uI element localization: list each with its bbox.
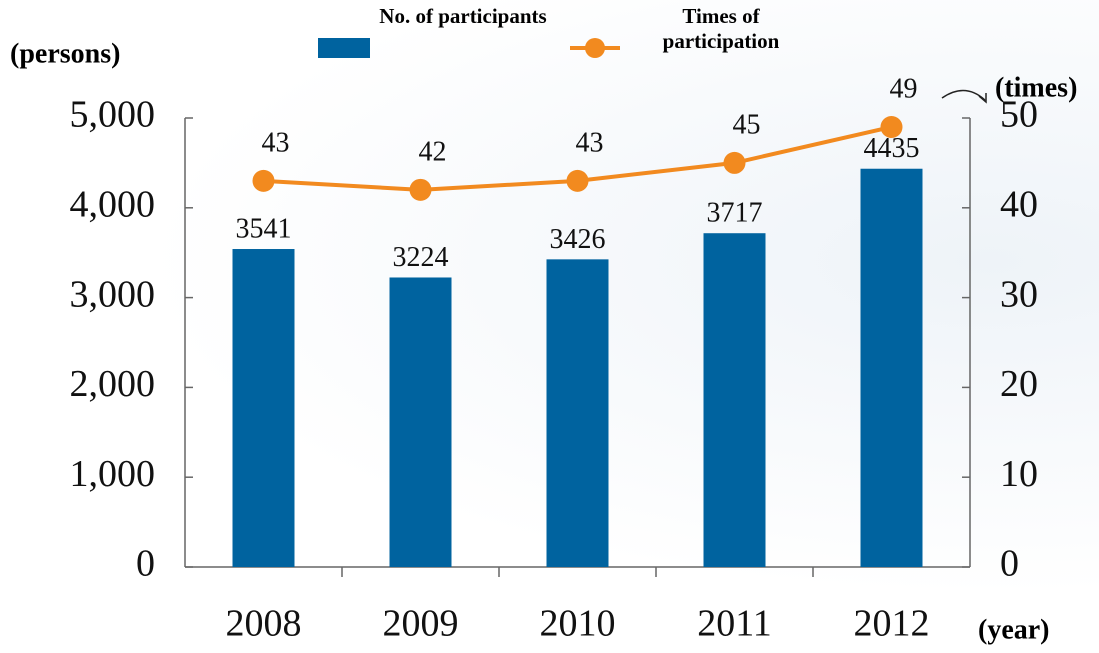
bar-value-label: 3224 [393,242,449,273]
x-tick-label: 2009 [383,603,459,645]
y-axis-label: (persons) [10,38,120,69]
line-marker [880,115,903,138]
line-marker [566,169,589,192]
line-marker [723,151,746,174]
y-tick-label: 2,000 [70,363,156,405]
annotation-arrowhead [978,93,987,104]
x-tick-label: 2011 [697,603,772,645]
annotation-arrow [941,89,986,101]
line-value-label: 45 [733,109,761,140]
y2-axis-label: (times) [995,72,1077,103]
y2-tick-label: 50 [1000,94,1038,136]
line-value-label: 43 [576,127,604,158]
y-tick-label: 3,000 [70,273,156,315]
x-tick-label: 2008 [226,603,302,645]
bar-value-label: 3426 [550,224,606,255]
x-tick-label: 2012 [854,603,930,645]
bar-value-label: 3541 [236,213,292,244]
y2-tick-label: 40 [1000,184,1038,226]
line-marker [252,169,275,192]
y-tick-label: 0 [136,543,155,585]
y2-tick-label: 0 [1000,543,1019,585]
y2-tick-label: 10 [1000,453,1038,495]
bar [546,259,609,567]
bar [860,168,923,567]
bar-value-label: 3717 [707,198,763,229]
y2-tick-label: 30 [1000,273,1038,315]
y-tick-label: 1,000 [70,453,156,495]
y2-tick-label: 20 [1000,363,1038,405]
bar [232,249,295,568]
line-value-label: 42 [419,136,447,167]
line-value-label: 43 [262,127,290,158]
legend-entry: Times of participation [662,4,780,53]
legend-entry: No. of participants [379,4,547,28]
legend-swatch-marker [585,38,605,58]
line-marker [409,178,432,201]
bar [389,277,452,567]
bar-value-label: 4435 [864,133,920,164]
legend-swatch-bar [318,38,370,58]
bar [703,233,766,568]
y-tick-label: 4,000 [70,184,156,226]
x-tick-label: 2010 [540,603,616,645]
y-tick-label: 5,000 [70,94,156,136]
x-axis-label: (year) [978,614,1050,645]
line-value-label: 49 [890,73,918,104]
